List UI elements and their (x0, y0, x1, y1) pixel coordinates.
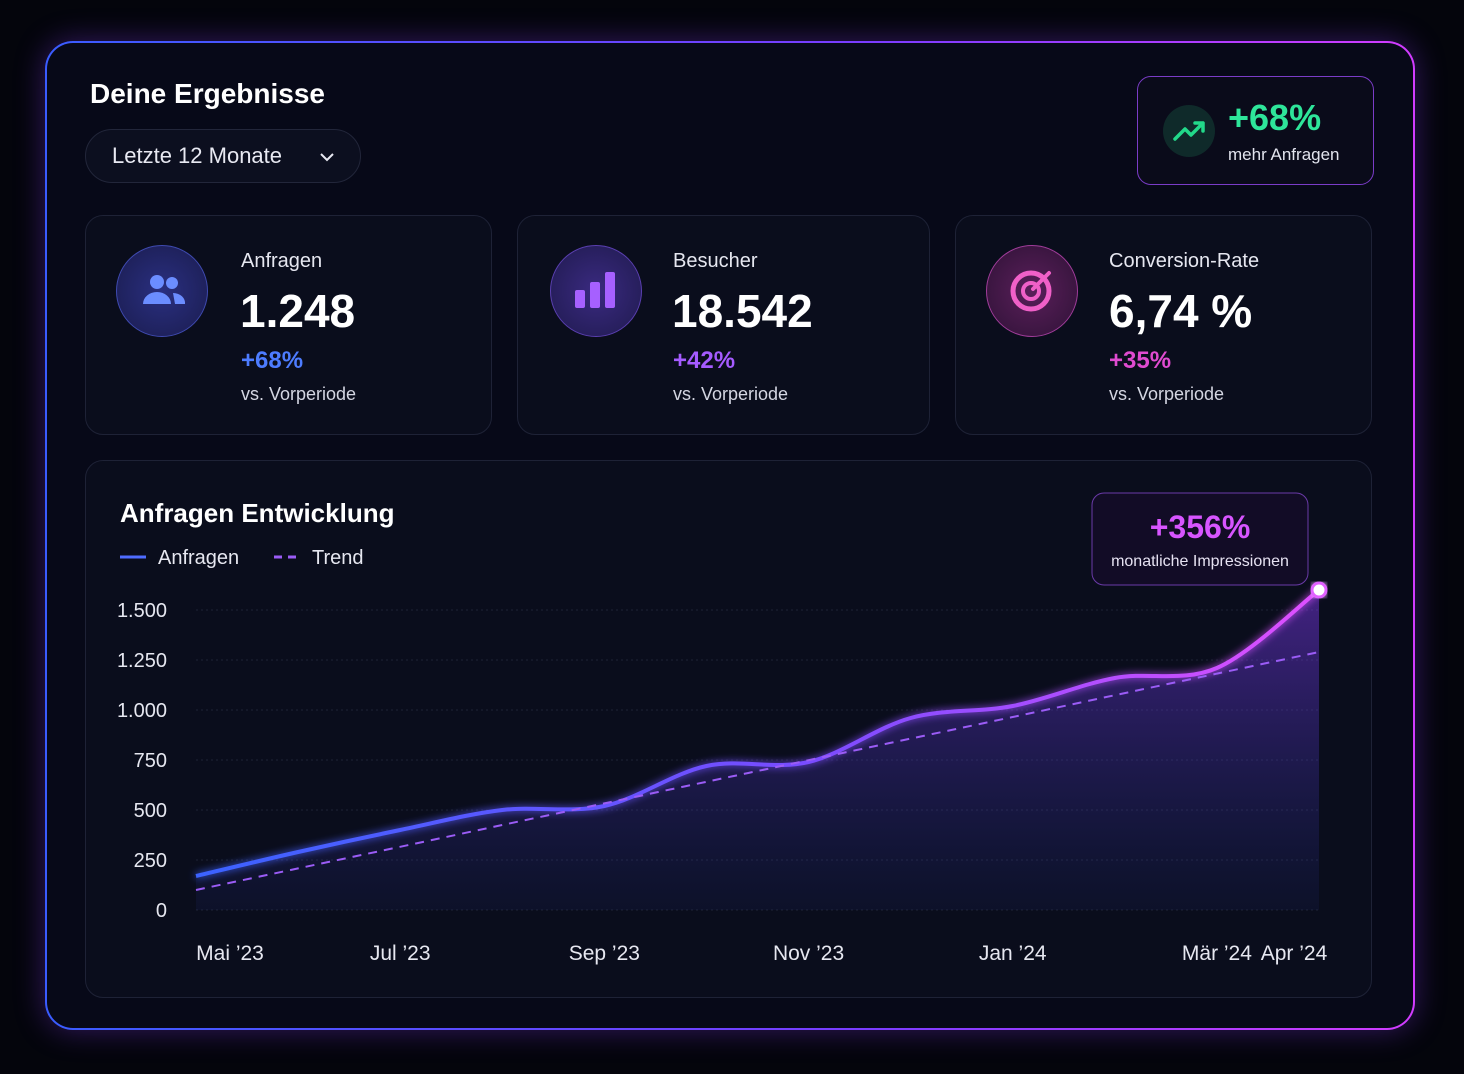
kpi-card: Conversion-Rate 6,74 % +35% vs. Vorperio… (955, 215, 1372, 435)
annotation-box (1091, 492, 1309, 586)
kpi-change: +68% (241, 347, 304, 374)
end-point (1310, 581, 1328, 599)
y-tick-label: 500 (134, 800, 167, 822)
page-title: Deine Ergebnisse (90, 78, 325, 109)
kpi-card: Besucher 18.542 +42% vs. Vorperiode (517, 215, 930, 435)
kpi-label: Conversion-Rate (1109, 250, 1260, 272)
line (195, 588, 1321, 878)
kpi-value: 6,74 % (1109, 285, 1253, 337)
chevron (320, 153, 334, 162)
kpi-change: +42% (673, 347, 736, 374)
kpi-note: vs. Vorperiode (241, 384, 357, 404)
annotation-label: monatliche Impressionen (1111, 553, 1289, 570)
x-tick-label: Jul ’23 (370, 942, 431, 965)
kpi-value: 1.248 (240, 285, 356, 337)
target-icon (986, 245, 1078, 337)
kpi-note: vs. Vorperiode (1109, 384, 1225, 404)
highlight-badge: +68% mehr Anfragen (1137, 76, 1374, 185)
kpi-note: vs. Vorperiode (673, 384, 789, 404)
bars-icon (550, 245, 642, 337)
period-label: Letzte 12 Monate (112, 143, 283, 168)
y-tick-label: 0 (156, 900, 167, 922)
trend-icon (1163, 105, 1215, 157)
x-tick-label: Nov ’23 (773, 942, 844, 965)
period-select[interactable]: Letzte 12 Monate (85, 129, 361, 183)
kpi-label: Besucher (673, 250, 758, 272)
x-tick-label: Jan ’24 (979, 942, 1047, 965)
kpi-value: 18.542 (672, 285, 813, 337)
trend-line (195, 651, 1320, 891)
x-tick-label: Mär ’24 (1182, 942, 1252, 965)
y-tick-label: 1.000 (117, 700, 167, 722)
kpi-card: Anfragen 1.248 +68% vs. Vorperiode (85, 215, 492, 435)
x-tick-label: Apr ’24 (1261, 942, 1328, 965)
area (196, 590, 1319, 910)
chart-title: Anfragen Entwicklung (120, 498, 394, 528)
legend-label: Trend (312, 547, 364, 569)
highlight-value: +68% (1228, 97, 1322, 138)
users-icon (116, 245, 208, 337)
y-tick-label: 250 (134, 850, 167, 872)
y-tick-label: 750 (134, 750, 167, 772)
kpi-change: +35% (1109, 347, 1172, 374)
x-tick-label: Mai ’23 (196, 942, 264, 965)
x-tick-label: Sep ’23 (569, 942, 640, 965)
y-tick-label: 1.500 (117, 600, 167, 622)
legend-label: Anfragen (158, 547, 239, 569)
kpi-label: Anfragen (241, 250, 323, 272)
y-tick-label: 1.250 (117, 650, 167, 672)
annotation-value: +356% (1150, 509, 1251, 545)
highlight-label: mehr Anfragen (1228, 145, 1340, 164)
